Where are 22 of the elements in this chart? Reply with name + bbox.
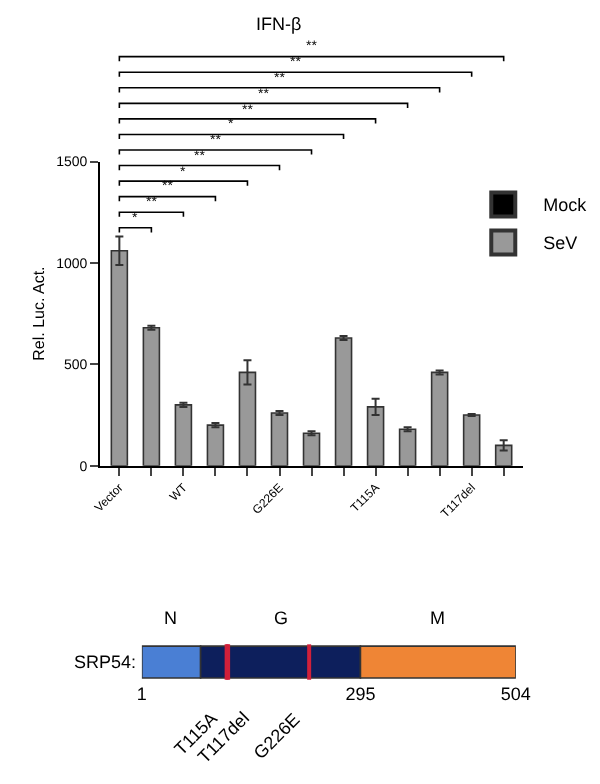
bar — [494, 444, 513, 466]
bar — [270, 412, 289, 466]
legend-label: SeV — [543, 233, 578, 254]
y-axis-title: SRP54: — [74, 652, 137, 672]
bar — [174, 404, 193, 466]
bar — [462, 414, 481, 466]
series-label: G — [274, 608, 289, 628]
legend-label: Mock — [543, 195, 588, 216]
x-tick-label: 504 — [500, 683, 531, 704]
y-axis-title: Rel. Luc. Act. — [29, 266, 48, 361]
bar — [430, 371, 449, 466]
bar — [142, 327, 161, 466]
bar — [302, 432, 321, 466]
bar — [206, 424, 225, 466]
bar — [366, 406, 385, 466]
series-label: N — [164, 608, 177, 628]
x-tick-label: 295 — [345, 683, 376, 704]
series-label: M — [430, 608, 445, 628]
bar — [398, 428, 417, 466]
bar — [334, 337, 353, 466]
x-tick-label: 1 — [136, 683, 147, 704]
chart-title: IFN-β — [256, 14, 302, 34]
